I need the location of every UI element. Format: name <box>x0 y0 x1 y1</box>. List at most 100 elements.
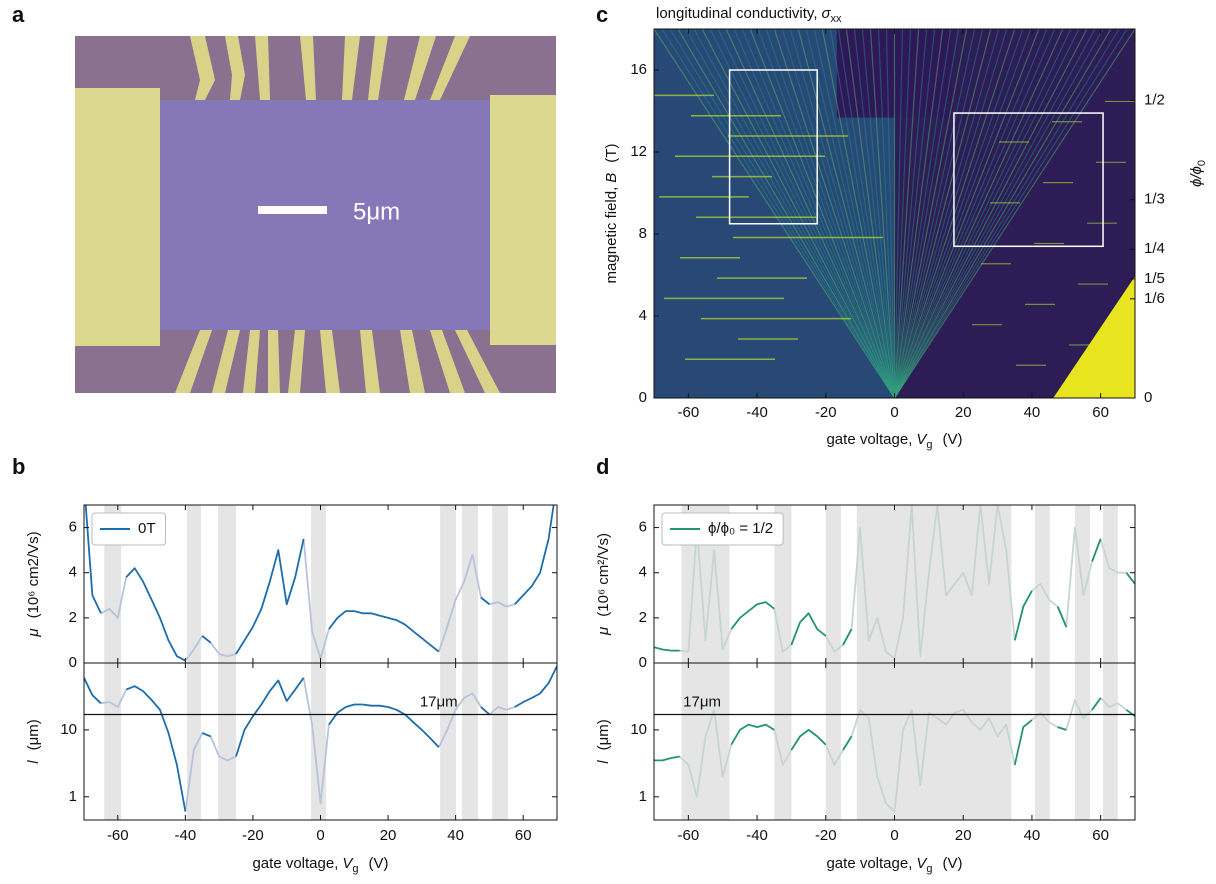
fan-line <box>893 29 976 398</box>
y-tick-label: 2 <box>69 609 77 626</box>
fan-line <box>885 29 896 398</box>
fan-line <box>733 29 896 398</box>
heatmap-region <box>1053 276 1135 398</box>
shaded-region <box>492 505 509 663</box>
series-line <box>654 538 1135 652</box>
shaded-region <box>1074 663 1090 820</box>
y-axis-label-part: (10⁶ cm²/Vs) <box>595 533 612 617</box>
y-axis-label-part: l <box>595 760 612 764</box>
plot-area <box>654 505 1135 663</box>
x-axis-label: gate voltage, Vg (V) <box>252 855 388 875</box>
x-axis-label-part: V <box>916 431 928 448</box>
chart-title-part: xx <box>831 13 843 25</box>
shaded-region <box>104 663 122 820</box>
fan-line <box>869 29 896 398</box>
x-axis-label-part: g <box>926 863 932 875</box>
fan-line <box>893 29 944 398</box>
x-tick-label: 20 <box>955 404 972 421</box>
y-axis-label-part: l <box>25 760 42 764</box>
fan-line <box>893 29 1128 398</box>
plot-area <box>84 663 557 820</box>
fan-line <box>893 29 912 398</box>
fan-line <box>861 29 896 398</box>
y-tick-label: 6 <box>639 519 647 536</box>
legend-box <box>661 512 784 546</box>
fan-line <box>877 29 896 398</box>
shaded-region <box>825 505 841 663</box>
x-tick-label: 40 <box>447 827 464 844</box>
panel-label: c <box>596 2 608 27</box>
fan-line <box>893 29 920 398</box>
shaded-region <box>774 663 792 820</box>
chart-title: longitudinal conductivity, σxx <box>656 5 842 25</box>
y-tick-label: 2 <box>639 609 647 626</box>
panel-label: d <box>596 454 609 479</box>
fan-line <box>829 29 896 398</box>
y-tick-label: 10 <box>60 721 77 738</box>
fan-line <box>893 29 1080 398</box>
fan-line <box>669 29 896 398</box>
plot-area <box>84 505 555 663</box>
y-tick-label: 4 <box>639 307 647 324</box>
fan-line <box>725 29 896 398</box>
fan-line <box>749 29 896 398</box>
fan-line <box>677 29 896 398</box>
y-tick-label: 10 <box>630 721 647 738</box>
y-axis-label: magnetic field, B (T) <box>603 144 620 284</box>
scale-bar-label: 5μm <box>353 198 400 225</box>
fan-line <box>845 29 896 398</box>
x-axis-label-part: (V) <box>943 855 963 872</box>
fan-line <box>685 29 896 398</box>
x-tick-label: 60 <box>515 827 532 844</box>
fan-line <box>893 29 928 398</box>
shaded-region <box>187 505 201 663</box>
y-tick-label: 1 <box>639 788 647 805</box>
y-tick-label: 16 <box>630 61 647 78</box>
fan-line <box>893 29 1008 398</box>
x-axis-label-part: (V) <box>369 855 389 872</box>
series-line <box>84 665 557 812</box>
y-axis-label-part: (10⁶ cm2/Vs) <box>25 531 42 618</box>
y2-tick-label: 1/4 <box>1144 240 1165 257</box>
x-axis-label-part: V <box>342 855 354 872</box>
x-tick-label: 40 <box>1024 404 1041 421</box>
fan-line <box>893 29 1135 398</box>
x-tick-label: 60 <box>1092 827 1109 844</box>
leads <box>175 36 500 393</box>
shaded-region <box>1103 663 1118 820</box>
x-tick-label: -20 <box>815 404 837 421</box>
y-axis-label-part: (μm) <box>25 719 42 750</box>
y-axis-label: μ (10⁶ cm²/Vs) <box>595 533 612 636</box>
fan-line <box>893 29 1120 398</box>
y-axis-label-part: μ <box>25 628 42 637</box>
x-axis-label: gate voltage, Vg (V) <box>826 431 962 451</box>
fan-line <box>893 29 968 398</box>
y2-axis-label: ϕ/ϕ0 <box>1188 160 1208 187</box>
x-tick-label: 40 <box>1024 827 1041 844</box>
heatmap <box>654 29 1135 398</box>
y-axis-label-part: (μm) <box>595 719 612 750</box>
fan-line <box>893 29 1064 398</box>
y-axis-label-part: B <box>603 173 620 183</box>
x-axis-label: gate voltage, Vg (V) <box>826 855 962 875</box>
x-tick-label: -60 <box>107 827 129 844</box>
fan-line <box>789 29 896 398</box>
shaded-region <box>440 505 456 663</box>
scale-bar <box>258 206 327 214</box>
x-tick-label: 60 <box>1092 404 1109 421</box>
fan-line <box>893 29 1048 398</box>
fan-line <box>893 29 1088 398</box>
y-tick-label: 8 <box>639 225 647 242</box>
shaded-region <box>218 505 237 663</box>
fan-line <box>797 29 896 398</box>
fan-line <box>661 29 896 398</box>
chart-title-part: longitudinal conductivity, <box>656 5 817 22</box>
legend: ϕ/ϕ₀ = 1/2 <box>661 512 784 546</box>
fan-line <box>693 29 896 398</box>
y2-tick-label: 1/2 <box>1144 91 1165 108</box>
fan-line <box>853 29 896 398</box>
fan-line <box>893 29 1056 398</box>
series-line <box>679 505 1127 660</box>
fan-line <box>893 29 1024 398</box>
